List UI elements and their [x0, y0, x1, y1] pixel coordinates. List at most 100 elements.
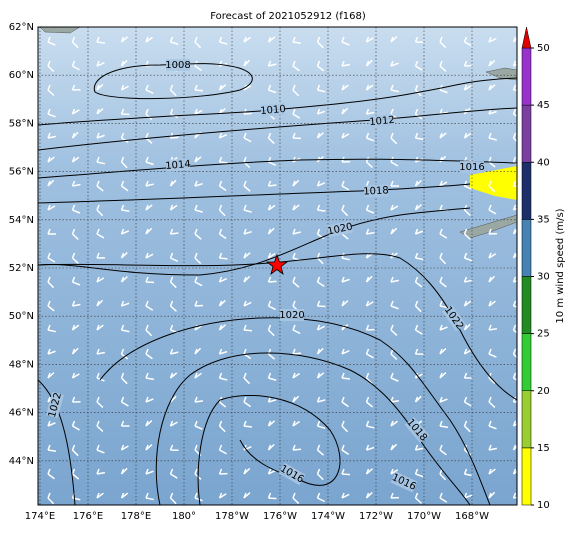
wind-barb [71, 156, 80, 163]
wind-barb [414, 132, 424, 141]
wind-barb [71, 60, 80, 71]
wind-barb [243, 300, 252, 307]
wind-barb [218, 372, 228, 381]
wind-barb [218, 156, 228, 164]
wind-barb [512, 396, 517, 403]
wind-barb [463, 228, 471, 240]
wind-barb [145, 444, 153, 451]
wind-barb [439, 252, 447, 265]
wind-barb [341, 180, 350, 191]
wind-barb [390, 227, 398, 235]
graticule [38, 27, 517, 505]
wind-barb [120, 276, 128, 283]
colorbar-tick-label: 35 [537, 214, 550, 225]
wind-barb [463, 276, 473, 283]
wind-barb [218, 84, 227, 91]
wind-barb [47, 156, 55, 163]
wind-barb [243, 372, 251, 385]
wind-barb [439, 348, 447, 355]
wind-barb [243, 324, 253, 332]
wind-barb [218, 252, 228, 260]
wind-barb [341, 420, 349, 433]
location-star [265, 253, 289, 276]
wind-barb [96, 132, 105, 139]
wind-barb [292, 179, 300, 187]
wind-barb [414, 252, 424, 261]
wind-barb [169, 372, 178, 379]
wind-barb [120, 467, 128, 475]
wind-barb [120, 420, 130, 427]
wind-barb [488, 300, 496, 307]
wind-barb [512, 348, 517, 359]
wind-barb [488, 348, 497, 358]
wind-barb [47, 420, 56, 427]
wind-barb [292, 108, 301, 119]
wind-barb [414, 444, 424, 451]
wind-barb [390, 204, 399, 211]
wind-barb [414, 36, 424, 44]
wind-barb [120, 396, 129, 407]
wind-barb [316, 468, 324, 481]
wind-barb [463, 468, 473, 477]
wind-barb [243, 252, 251, 259]
wind-barb [267, 36, 276, 43]
wind-barb [390, 36, 398, 43]
wind-barb [169, 252, 179, 262]
wind-barb [267, 84, 277, 94]
wind-barb [365, 372, 373, 385]
wind-barb [292, 204, 300, 211]
wind-barb [341, 132, 350, 139]
wind-barb [71, 108, 80, 115]
wind-barb [439, 84, 448, 94]
contour-label-bg [390, 471, 418, 493]
wind-barb [71, 396, 81, 403]
wind-barb [145, 396, 154, 403]
wind-barb [47, 84, 55, 96]
wind-barb [145, 348, 153, 360]
wind-barb [488, 468, 496, 475]
wind-barb [194, 84, 204, 92]
wind-barb [243, 228, 252, 235]
wind-barb [96, 180, 104, 192]
wind-barb [71, 228, 79, 241]
wind-barb [47, 300, 55, 312]
wind-barb [463, 348, 472, 355]
wind-barb [414, 228, 424, 235]
wind-barb [365, 491, 373, 499]
lat-label: 46°N [9, 408, 34, 419]
wind-barb [316, 132, 324, 139]
wind-barb [145, 180, 154, 187]
wind-barb [463, 60, 473, 67]
contour-label-bg [363, 184, 389, 198]
wind-barb [341, 60, 351, 67]
wind-barb [267, 443, 275, 451]
wind-barb [390, 468, 399, 475]
wind-barb [267, 420, 276, 427]
wind-barb [341, 372, 351, 380]
wind-barb [218, 132, 228, 139]
colorbar-segment [521, 219, 532, 277]
wind-barb [267, 324, 275, 337]
wind-barb [341, 107, 349, 115]
wind-barb [488, 491, 496, 499]
wind-barb [439, 420, 449, 429]
wind-barb [71, 276, 81, 286]
colorbar-tick-label: 15 [537, 443, 550, 454]
wind-barb [316, 252, 324, 265]
contour-label-bg [404, 416, 430, 444]
wind-barb [267, 180, 277, 187]
colorbar-tick-label: 20 [537, 386, 550, 397]
contour-label: 1008 [165, 60, 190, 71]
lon-label: 180° [172, 511, 196, 522]
wind-barb [120, 251, 128, 259]
wind-barb [414, 348, 424, 355]
wind-barb [488, 396, 496, 408]
wind-barb [267, 60, 277, 67]
wind-barb [194, 372, 202, 379]
wind-barb [120, 324, 130, 333]
wind-barb [96, 324, 104, 331]
wind-barb [439, 60, 447, 72]
wind-barb [169, 468, 178, 479]
contour-label-bg [278, 462, 306, 486]
